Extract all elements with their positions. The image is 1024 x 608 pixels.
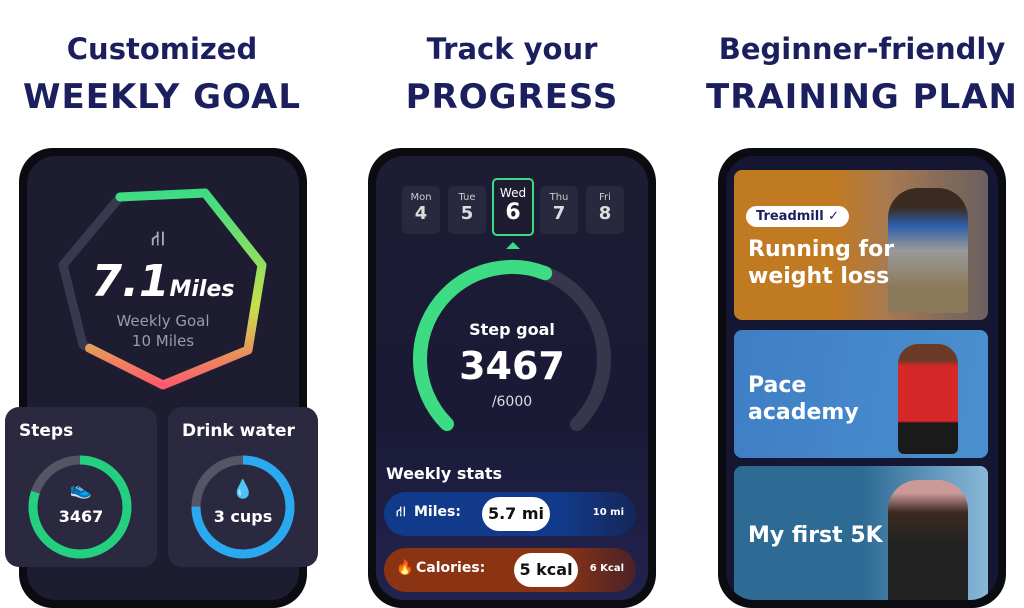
day-wed-selected[interactable]: Wed 6 bbox=[492, 178, 534, 236]
stat-calories[interactable]: 🔥 Calories: 5 kcal 6 Kcal bbox=[384, 548, 636, 592]
step-goal-label: Step goal bbox=[469, 320, 555, 339]
plan-card-pace-academy[interactable]: Pace academy bbox=[734, 330, 988, 458]
weekly-stats-title: Weekly stats bbox=[386, 464, 503, 483]
sneaker-icon: 👟 bbox=[69, 479, 93, 500]
calories-value: 5 kcal bbox=[514, 553, 578, 587]
water-value: 3 cups bbox=[213, 507, 273, 526]
panel2-title-line1: Track your bbox=[426, 32, 598, 66]
steps-card[interactable]: Steps 👟 3467 bbox=[5, 407, 157, 567]
miles-value: 5.7 mi bbox=[482, 497, 550, 531]
day-thu[interactable]: Thu 7 bbox=[540, 186, 578, 234]
panel1-title-line2: WEEKLY GOAL bbox=[22, 77, 301, 117]
treadmill-badge: Treadmill ✓ bbox=[746, 206, 850, 227]
panel3-title-line2: TRAINING PLAN bbox=[706, 77, 1018, 117]
runner-photo bbox=[898, 344, 958, 454]
weekly-goal-target: 10 Miles bbox=[131, 332, 195, 350]
step-goal-total: /6000 bbox=[491, 394, 533, 410]
weekly-goal-value: 7.1Miles bbox=[91, 256, 235, 307]
steps-value: 3467 bbox=[58, 507, 104, 526]
water-title: Drink water bbox=[182, 421, 295, 441]
runner-photo bbox=[888, 188, 968, 313]
plan-card-first-5k[interactable]: My first 5K bbox=[734, 466, 988, 600]
phone-training-plan: Treadmill ✓ Running for weight loss Pace… bbox=[718, 148, 1006, 608]
plan-title: Pace academy bbox=[748, 373, 859, 425]
water-drop-icon: 💧 bbox=[231, 479, 255, 500]
step-goal-gauge bbox=[413, 260, 611, 454]
water-ring bbox=[191, 455, 295, 559]
phone-progress: Mon 4 Tue 5 Wed 6 Thu 7 Fri 8 Step goal 3467 … bbox=[368, 148, 656, 608]
step-goal-value: 3467 bbox=[459, 344, 565, 388]
steps-title: Steps bbox=[19, 421, 74, 441]
phone-weekly-goal: ⛙ 7.1Miles Weekly Goal 10 Miles bbox=[19, 148, 307, 608]
plan-card-running-weight-loss[interactable]: Treadmill ✓ Running for weight loss bbox=[734, 170, 988, 320]
calories-max: 6 Kcal bbox=[589, 563, 624, 574]
day-mon[interactable]: Mon 4 bbox=[402, 186, 440, 234]
plan-title: Running for weight loss bbox=[748, 237, 895, 289]
stat-miles[interactable]: ⛙ Miles: 5.7 mi 10 mi bbox=[384, 492, 636, 536]
selected-day-pointer bbox=[506, 242, 520, 249]
day-fri[interactable]: Fri 8 bbox=[586, 186, 624, 234]
panel2-title-line2: PROGRESS bbox=[405, 77, 619, 117]
weekly-goal-ring bbox=[58, 188, 267, 390]
steps-ring bbox=[28, 455, 132, 559]
road-icon: ⛙ bbox=[151, 226, 166, 250]
water-card[interactable]: Drink water 💧 3 cups bbox=[168, 407, 318, 567]
panel1-title-line1: Customized bbox=[66, 32, 258, 66]
weekly-goal-label: Weekly Goal bbox=[116, 312, 210, 330]
day-tue[interactable]: Tue 5 bbox=[448, 186, 486, 234]
flame-icon: 🔥 bbox=[396, 560, 414, 576]
plan-title: My first 5K bbox=[748, 523, 883, 548]
road-icon: ⛙ bbox=[396, 504, 406, 520]
panel3-title-line1: Beginner-friendly bbox=[718, 32, 1006, 66]
miles-max: 10 mi bbox=[592, 507, 624, 518]
